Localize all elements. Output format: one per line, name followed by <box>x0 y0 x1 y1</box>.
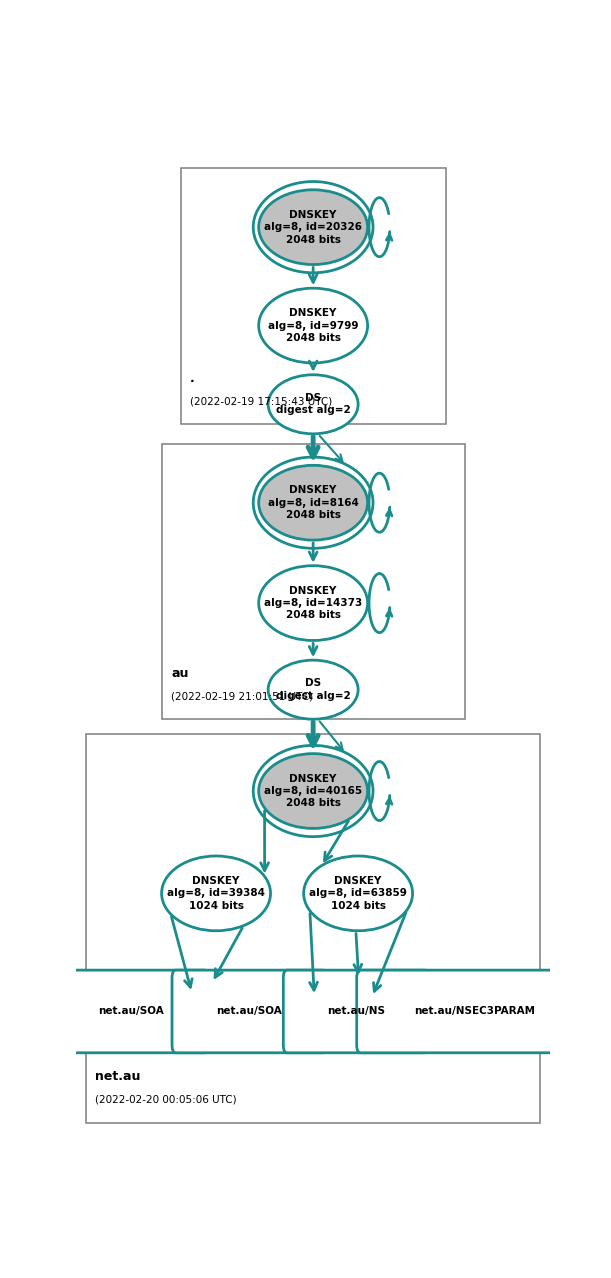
FancyBboxPatch shape <box>172 970 326 1053</box>
Text: (2022-02-19 17:15:43 UTC): (2022-02-19 17:15:43 UTC) <box>190 396 332 406</box>
Ellipse shape <box>258 566 368 640</box>
Ellipse shape <box>258 189 368 265</box>
Text: DNSKEY
alg=8, id=40165
2048 bits: DNSKEY alg=8, id=40165 2048 bits <box>264 773 362 809</box>
FancyBboxPatch shape <box>86 734 540 1122</box>
Text: (2022-02-19 21:01:51 UTC): (2022-02-19 21:01:51 UTC) <box>171 691 313 702</box>
FancyBboxPatch shape <box>357 970 591 1053</box>
Text: DNSKEY
alg=8, id=63859
1024 bits: DNSKEY alg=8, id=63859 1024 bits <box>309 875 407 911</box>
Text: net.au: net.au <box>95 1070 141 1084</box>
Text: DNSKEY
alg=8, id=14373
2048 bits: DNSKEY alg=8, id=14373 2048 bits <box>264 585 362 621</box>
Text: DNSKEY
alg=8, id=8164
2048 bits: DNSKEY alg=8, id=8164 2048 bits <box>268 486 359 520</box>
Ellipse shape <box>258 465 368 541</box>
Text: DS
digest alg=2: DS digest alg=2 <box>276 394 351 415</box>
Text: net.au/NS: net.au/NS <box>327 1007 385 1016</box>
FancyBboxPatch shape <box>161 443 464 720</box>
Text: DNSKEY
alg=8, id=20326
2048 bits: DNSKEY alg=8, id=20326 2048 bits <box>264 210 362 244</box>
Text: .: . <box>190 372 195 385</box>
Ellipse shape <box>161 856 271 930</box>
Text: DNSKEY
alg=8, id=9799
2048 bits: DNSKEY alg=8, id=9799 2048 bits <box>268 308 359 343</box>
Ellipse shape <box>268 374 358 433</box>
Text: net.au/SOA: net.au/SOA <box>216 1007 282 1016</box>
FancyBboxPatch shape <box>54 970 208 1053</box>
Ellipse shape <box>258 754 368 828</box>
Text: au: au <box>171 667 188 680</box>
Text: DS
digest alg=2: DS digest alg=2 <box>276 679 351 700</box>
Ellipse shape <box>258 288 368 363</box>
Text: (2022-02-20 00:05:06 UTC): (2022-02-20 00:05:06 UTC) <box>95 1095 237 1105</box>
Text: net.au/SOA: net.au/SOA <box>98 1007 164 1016</box>
FancyBboxPatch shape <box>181 169 446 424</box>
Text: DNSKEY
alg=8, id=39384
1024 bits: DNSKEY alg=8, id=39384 1024 bits <box>167 875 265 911</box>
FancyBboxPatch shape <box>284 970 428 1053</box>
Text: net.au/NSEC3PARAM: net.au/NSEC3PARAM <box>414 1007 535 1016</box>
Ellipse shape <box>268 661 358 720</box>
Ellipse shape <box>304 856 412 930</box>
